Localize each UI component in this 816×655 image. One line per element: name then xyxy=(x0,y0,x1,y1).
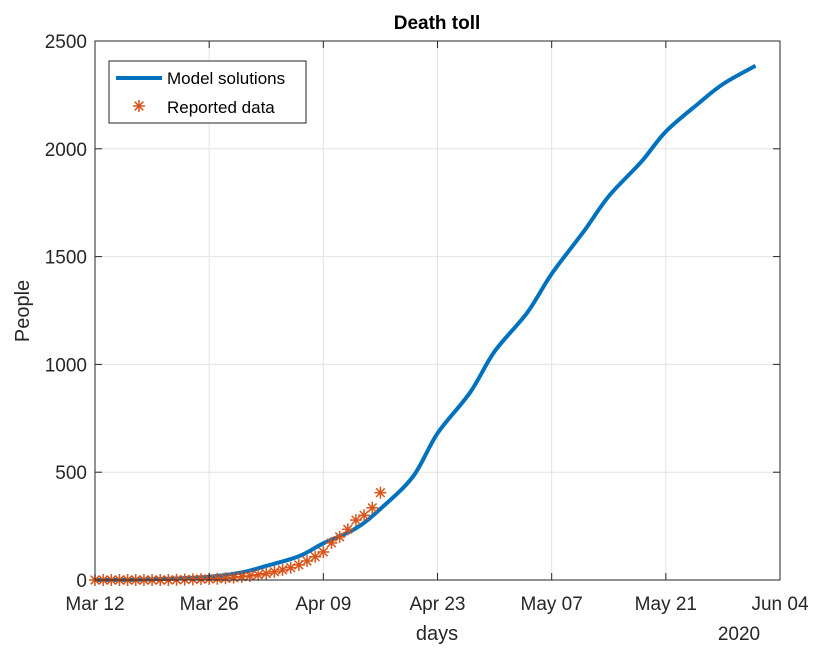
y-tick-label: 2500 xyxy=(45,32,87,53)
x-tick-label: Jun 04 xyxy=(751,594,808,615)
x-tick-label: Apr 23 xyxy=(410,594,466,615)
legend-box xyxy=(108,60,307,124)
x-axis-label: days xyxy=(416,623,458,645)
series-layer xyxy=(89,64,757,586)
data-point-reported xyxy=(276,563,289,576)
legend-asterisk-swatch xyxy=(133,100,145,112)
y-tick-label: 1500 xyxy=(45,248,87,269)
data-point-reported xyxy=(341,523,354,536)
data-point-reported xyxy=(358,509,371,522)
legend: Model solutions Reported data xyxy=(108,60,307,124)
data-point-reported xyxy=(317,545,330,558)
data-point-reported xyxy=(252,568,265,581)
legend-entry-reported: Reported data xyxy=(167,98,275,117)
data-point-reported xyxy=(374,486,387,499)
data-point-reported xyxy=(366,501,379,514)
data-point-reported xyxy=(268,565,281,578)
data-point-reported xyxy=(292,558,305,571)
legend-entry-model: Model solutions xyxy=(167,69,285,88)
y-axis-label: People xyxy=(12,280,34,342)
x-tick-label: Apr 09 xyxy=(295,594,351,615)
chart-title: Death toll xyxy=(394,13,481,34)
data-point-reported xyxy=(325,536,338,549)
data-point-reported xyxy=(284,561,297,574)
x-tick-label: Mar 12 xyxy=(65,594,124,615)
x-tick-label: May 21 xyxy=(635,594,697,615)
x-tick-label: May 07 xyxy=(521,594,583,615)
y-tick-label: 0 xyxy=(76,571,87,592)
x-tick-label: Mar 26 xyxy=(180,594,239,615)
x-axis-year-label: 2020 xyxy=(718,624,760,645)
y-tick-label: 500 xyxy=(55,463,87,484)
data-point-reported xyxy=(349,514,362,527)
data-point-reported xyxy=(260,567,273,580)
data-point-reported xyxy=(309,550,322,563)
ticks: Mar 12 Mar 26 Apr 09 Apr 23 May 07 May 21 Jun … xyxy=(45,32,809,615)
series-line-model-solutions xyxy=(94,64,757,582)
y-tick-label: 1000 xyxy=(45,355,87,376)
data-point-reported xyxy=(333,530,346,543)
y-tick-label: 2000 xyxy=(45,140,87,161)
